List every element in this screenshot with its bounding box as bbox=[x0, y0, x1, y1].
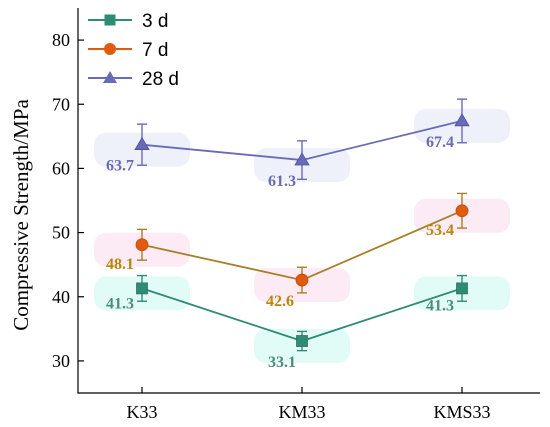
legend-label: 28 d bbox=[142, 69, 179, 90]
data-label: 33.1 bbox=[268, 354, 296, 371]
data-label: 61.3 bbox=[268, 173, 296, 190]
data-point-3d bbox=[136, 282, 148, 295]
data-point-7d bbox=[455, 204, 469, 218]
y-axis-title: Compressive Strength/MPa bbox=[9, 99, 33, 331]
data-point-3d bbox=[296, 335, 308, 347]
data-point-7d bbox=[135, 238, 149, 252]
data-label: 41.3 bbox=[426, 297, 454, 314]
data-point-28d bbox=[454, 113, 470, 127]
y-tick-label: 60 bbox=[52, 158, 70, 178]
data-label: 67.4 bbox=[426, 134, 454, 151]
y-tick-label: 40 bbox=[52, 287, 70, 307]
x-tick-label: K33 bbox=[127, 402, 158, 422]
data-label: 48.1 bbox=[106, 256, 134, 273]
legend-marker bbox=[104, 14, 116, 26]
data-point-7d bbox=[295, 273, 309, 287]
y-tick-label: 30 bbox=[52, 351, 70, 371]
x-tick-label: KMS33 bbox=[433, 402, 490, 422]
legend-label: 3 d bbox=[142, 11, 168, 32]
x-tick-label: KM33 bbox=[278, 402, 325, 422]
legend-marker bbox=[104, 43, 116, 55]
y-tick-label: 50 bbox=[52, 223, 70, 243]
data-point-28d bbox=[134, 136, 150, 150]
plot-area: 30 40 50 60 70 80 K33 KM33 KMS33 41.3 33.1 41.3 48.1… bbox=[52, 8, 540, 422]
data-point-3d bbox=[456, 282, 468, 295]
legend-label: 7 d bbox=[142, 40, 168, 61]
data-label: 41.3 bbox=[106, 295, 134, 312]
y-tick-label: 80 bbox=[52, 30, 70, 50]
data-point-28d bbox=[294, 152, 310, 166]
data-label: 63.7 bbox=[106, 158, 134, 175]
legend-marker bbox=[103, 71, 117, 83]
y-tick-label: 70 bbox=[52, 94, 70, 114]
axis-frame bbox=[77, 8, 540, 394]
data-label: 53.4 bbox=[426, 222, 454, 239]
data-label: 42.6 bbox=[266, 293, 294, 310]
